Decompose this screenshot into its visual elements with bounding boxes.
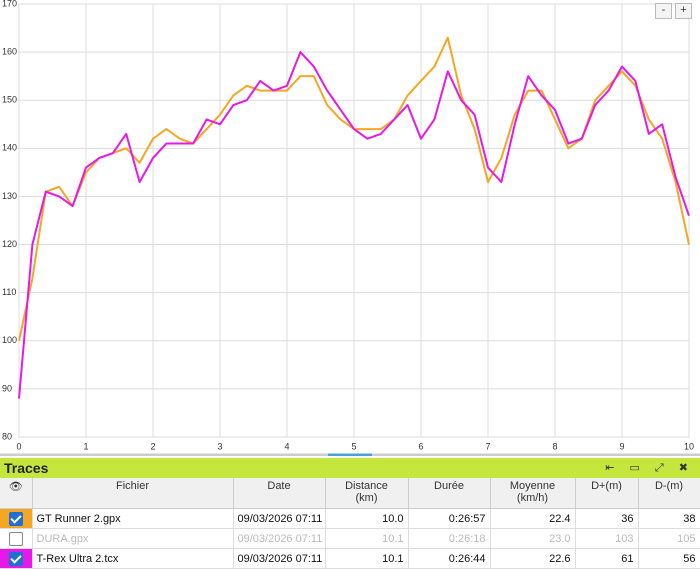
x-tick-label: 0 (16, 441, 21, 451)
x-tick-label: 7 (485, 441, 490, 451)
cell: 22.4 (490, 508, 576, 529)
x-tick-label: 2 (150, 441, 155, 451)
column-header[interactable]: D-(m) (638, 478, 700, 509)
y-tick-label: 150 (2, 95, 17, 105)
y-tick-label: 170 (2, 0, 17, 8)
y-tick-label: 100 (2, 335, 17, 345)
column-header[interactable]: Distance (km) (325, 478, 409, 509)
column-label: Date (267, 480, 291, 492)
y-tick-label: 160 (2, 46, 17, 56)
y-tick-label: 110 (2, 287, 16, 297)
cell: 0:26:57 (408, 508, 491, 529)
x-tick-label: 6 (418, 441, 423, 451)
cell: 10.1 (325, 528, 409, 549)
zoom-in[interactable]: + (675, 3, 692, 19)
cell: 36 (575, 508, 639, 529)
column-label: D+(m) (591, 480, 622, 492)
column-label: Distance (km) (345, 480, 388, 504)
traces-panel: Traces ⇤ ▭ ⤢ ✖ 👁 Fichier Date Distance (km) D… (0, 458, 700, 569)
cell: 10.0 (325, 508, 409, 529)
column-header[interactable]: Moyenne (km/h) (490, 478, 576, 509)
column-header[interactable]: D+(m) (575, 478, 639, 509)
cell: 23.0 (490, 528, 576, 549)
checkbox-cell (0, 508, 33, 529)
panel-icons[interactable]: ⇤ ▭ ⤢ ✖ (605, 462, 694, 474)
x-tick-label: 9 (619, 441, 624, 451)
cell: DURA.gpx (32, 528, 234, 549)
column-label: Durée (434, 480, 464, 492)
line (18, 51, 690, 399)
chart: 80 90 100 110 120 130 140 150 160 170 0 1 2 3 4 5 6 7 8 9 10 (0, 0, 700, 457)
checkbox[interactable] (8, 531, 23, 546)
trace-row[interactable]: DURA.gpx 09/03/2026 07:11 10.1 0:26:18 23.0 1… (0, 528, 700, 549)
column-label: D-(m) (654, 480, 684, 492)
checkbox-cell (0, 548, 33, 569)
zoom-out[interactable]: - (655, 3, 672, 19)
cell: 0:26:18 (408, 528, 491, 549)
cell: 105 (638, 528, 700, 549)
cell: 09/03/2026 07:11 (233, 508, 326, 529)
eye-column[interactable]: 👁 (0, 478, 33, 509)
cell: 0:26:44 (408, 548, 491, 569)
y-tick-label: 130 (2, 191, 17, 201)
panel-header: Traces ⇤ ▭ ⤢ ✖ (0, 458, 700, 478)
column-label: Moyenne (km/h) (509, 480, 556, 504)
column-label: Fichier (115, 480, 149, 492)
y-tick-label: 120 (2, 239, 17, 249)
checkbox-cell (0, 528, 33, 549)
panel-title: Traces (4, 460, 49, 476)
trace-row[interactable]: GT Runner 2.gpx 09/03/2026 07:11 10.0 0:26:… (0, 508, 700, 529)
column-header[interactable]: Date (233, 478, 326, 509)
x-tick-label: 4 (284, 441, 289, 451)
cell: 38 (638, 508, 700, 529)
x-tick-label: 10 (684, 441, 694, 451)
checkbox[interactable] (8, 511, 23, 526)
y-tick-label: 140 (2, 143, 17, 153)
cell: T-Rex Ultra 2.tcx (32, 548, 234, 569)
x-tick-label: 1 (83, 441, 88, 451)
cell: 09/03/2026 07:11 (233, 528, 326, 549)
x-tick-label: 3 (217, 441, 222, 451)
x-tick-label: 8 (552, 441, 557, 451)
column-header[interactable]: Fichier (32, 478, 234, 509)
traces-table: 👁 Fichier Date Distance (km) Durée Moyenne (k… (0, 478, 700, 569)
x-tick-label: 5 (351, 441, 356, 451)
y-tick-label: 80 (2, 431, 12, 441)
cell: GT Runner 2.gpx (32, 508, 234, 529)
checkbox[interactable] (8, 551, 23, 566)
cell: 103 (575, 528, 639, 549)
y-tick-label: 90 (2, 383, 12, 393)
column-header[interactable]: Durée (408, 478, 491, 509)
